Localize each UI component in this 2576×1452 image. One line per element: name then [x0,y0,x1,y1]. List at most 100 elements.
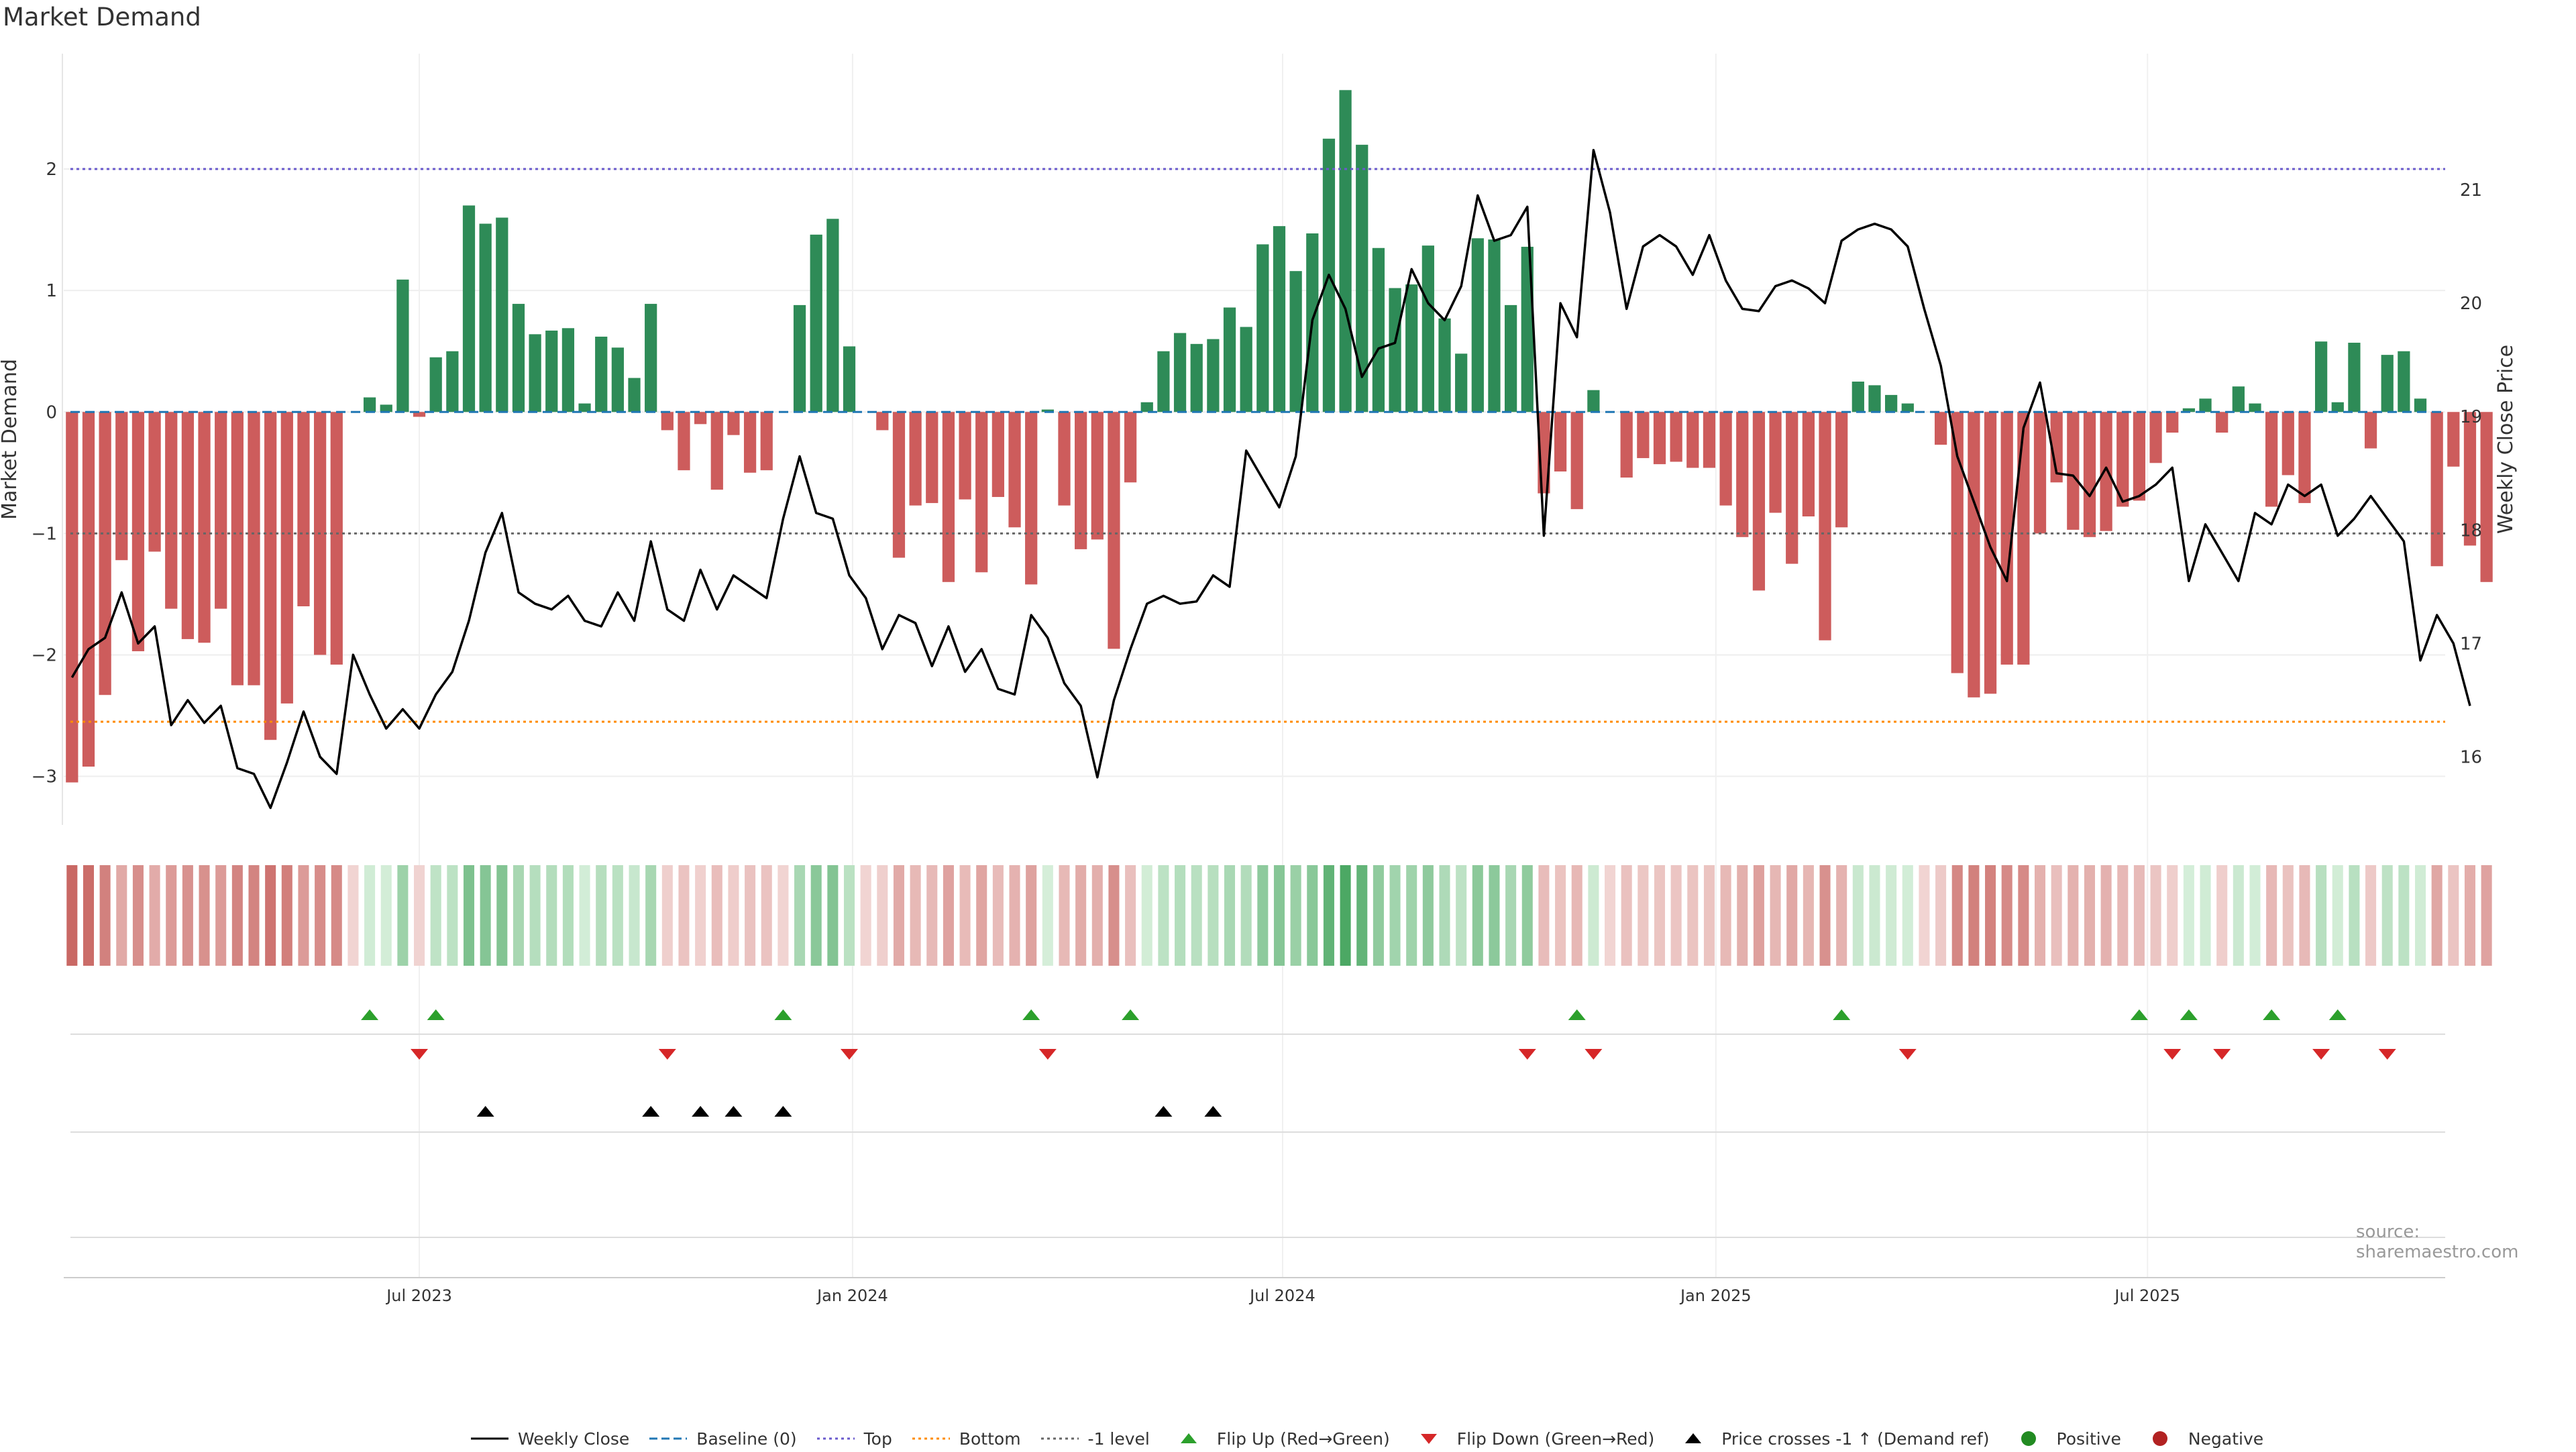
demand-bar-negative [661,412,674,431]
demand-bar-negative [1554,412,1567,471]
demand-bar-negative [975,412,988,573]
demand-bar-positive [1389,288,1401,412]
heat-cell [1737,865,1748,966]
demand-bar-negative [330,412,343,665]
demand-bar-positive [1405,284,1418,412]
demand-bar-positive [1157,351,1170,412]
x-tick-label: Jan 2025 [1679,1286,1752,1305]
heat-cell [976,865,987,966]
demand-bar-negative [2166,412,2179,433]
heat-cell [2481,865,2492,966]
heat-cell [347,865,359,966]
demand-bar-positive [496,217,508,412]
demand-bar-positive [2232,386,2245,412]
heat-cell [1108,865,1120,966]
demand-bar-positive [1223,307,1236,412]
demand-bar-positive [2182,408,2196,412]
flip-down-marker [2213,1049,2231,1060]
demand-bar-negative [2364,412,2377,449]
demand-bar-negative [942,412,955,582]
demand-bar-negative [760,412,773,471]
demand-bar-negative [1934,412,1947,445]
heat-cell [1125,865,1136,966]
flip-up-marker [427,1009,445,1020]
demand-bar-positive [529,334,541,412]
heat-cell [661,865,673,966]
heat-cell [1389,865,1401,966]
heat-cell [1770,865,1781,966]
demand-bar-positive [1041,409,1054,412]
demand-bar-negative [280,412,293,704]
heat-cell [1803,865,1814,966]
heat-cell [2133,865,2145,966]
heat-cell [992,865,1004,966]
heat-cell [2464,865,2476,966]
demand-bar-negative [1008,412,1021,528]
demand-bar-negative [1984,412,1997,694]
demand-bar-negative [909,412,922,506]
y2-axis-label: Weekly Close Price [2494,345,2518,534]
demand-bar-negative [1058,412,1071,506]
demand-bar-positive [1901,403,1914,412]
heat-cell [2431,865,2443,966]
demand-bar-negative [1968,412,1980,697]
heat-cell [2233,865,2244,966]
price-cross-marker [476,1106,494,1117]
demand-bar-negative [1108,412,1120,649]
heat-cell [298,865,309,966]
heat-cell [380,865,392,966]
legend-label: Negative [2188,1429,2264,1449]
heat-cell [364,865,376,966]
demand-bar-negative [1703,412,1716,468]
legend-label: Top [863,1429,892,1449]
price-cross-marker [1204,1106,1222,1117]
legend-item: Weekly Close [470,1429,629,1449]
heat-cell [1538,865,1550,966]
flip-down-marker [2163,1049,2182,1060]
price-cross-marker [642,1106,660,1117]
y-tick-label: 2 [46,160,57,180]
heat-cell [2414,865,2426,966]
heat-cell [1472,865,1483,966]
heat-cell [2266,865,2277,966]
heat-cell [397,865,409,966]
flip-down-marker [1518,1049,1536,1060]
price-cross-marker [774,1106,792,1117]
demand-bar-negative [131,412,145,652]
demand-bar-positive [1339,90,1352,412]
demand-bar-positive [2348,343,2361,412]
demand-bar-negative [165,412,178,609]
flip-down-marker [411,1049,429,1060]
heat-cell [331,865,342,966]
demand-bar-positive [446,351,459,412]
heat-cell [1224,865,1236,966]
heat-cell [513,865,524,966]
demand-bar-negative [926,412,938,504]
y2-tick-label: 20 [2460,294,2482,314]
demand-bar-positive [2314,341,2328,412]
legend-swatch [2021,1431,2036,1446]
legend-item: -1 level [1040,1429,1150,1449]
demand-bar-negative [2067,412,2080,530]
legend-swatch [912,1437,950,1440]
demand-bar-negative [1819,412,1831,640]
demand-bar-positive [2381,355,2394,412]
legend-item: Top [816,1429,892,1449]
heat-cell [1373,865,1384,966]
price-cross-marker [1155,1106,1173,1117]
legend-item: Negative [2140,1429,2263,1449]
flip-up-marker [2130,1009,2148,1020]
legend-label: Price crosses -1 ↑ (Demand ref) [1721,1429,1990,1449]
demand-bar-negative [413,412,426,417]
heat-cell [1555,865,1566,966]
demand-bar-negative [892,412,906,558]
heat-cell [2398,865,2410,966]
demand-bar-positive [1240,327,1252,412]
demand-bar-negative [99,412,111,695]
demand-bar-negative [1769,412,1782,513]
demand-bar-negative [1124,412,1137,483]
demand-bar-negative [264,412,277,740]
flip-up-marker [1022,1009,1040,1020]
demand-bar-positive [628,378,641,412]
demand-bar-negative [1835,412,1848,528]
